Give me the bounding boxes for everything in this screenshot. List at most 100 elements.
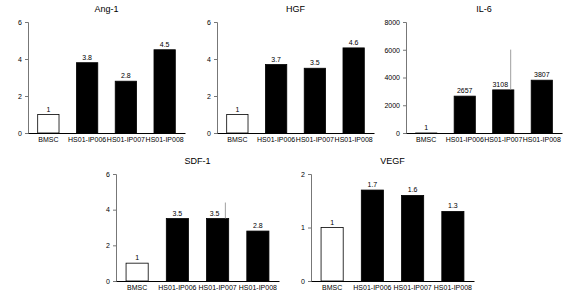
x-tick: BMSC: [416, 133, 436, 143]
y-tick-label: 0: [301, 278, 305, 285]
x-tick-label: BMSC: [416, 136, 436, 143]
y-tick-label: 4: [207, 56, 211, 63]
x-axis-line: [29, 133, 186, 134]
x-axis-line: [312, 281, 475, 282]
y-tick-mark: [214, 96, 217, 97]
y-axis: 02000400060008000: [384, 19, 406, 137]
x-axis: BMSC HS01-IP006HS01-IP007HS01-IP008: [407, 133, 563, 143]
chart-title: VEGF: [380, 156, 405, 166]
x-axis: BMSCHS01-IP006HS01-IP007HS01-IP008: [29, 133, 186, 143]
data-label: 2.8: [253, 222, 263, 229]
y-tick-label: 6000: [384, 46, 400, 53]
chart-title: IL-6: [476, 4, 492, 14]
data-labels: 13.73.54.6: [235, 39, 358, 113]
y-tick: 0: [18, 130, 28, 137]
x-tick-label: HS01-IP008: [434, 284, 472, 291]
x-tick: HS01-IP008: [523, 133, 561, 143]
x-tick: HS01-IP006: [68, 133, 106, 143]
figure: Ang-10246BMSCHS01-IP006HS01-IP007HS01-IP…: [0, 0, 566, 298]
y-tick-mark: [214, 59, 217, 60]
x-tick-label: HS01-IP008: [523, 136, 561, 143]
y-tick-label: 2000: [384, 102, 400, 109]
x-tick: BMSC: [322, 281, 342, 291]
y-tick: 4: [18, 56, 28, 63]
y-tick-mark: [308, 281, 311, 282]
bar: [416, 132, 437, 133]
bar: [361, 190, 383, 281]
data-label: 3.5: [210, 210, 220, 217]
x-tick: HS01-IP006: [353, 281, 391, 291]
x-tick: BMSC: [227, 133, 247, 143]
data-label: 2.8: [121, 72, 131, 79]
y-tick-label: 2: [106, 242, 110, 249]
x-tick-label: HS01-IP008: [335, 136, 373, 143]
y-tick-mark: [214, 22, 217, 23]
x-tick: HS01-IP008: [335, 133, 373, 143]
x-tick: HS01-IP007: [296, 133, 334, 143]
x-tick-label: HS01-IP007: [107, 136, 145, 143]
y-axis: 0 2 4 6: [207, 19, 217, 137]
y-tick-label: 6: [106, 171, 110, 178]
data-label: 3.5: [310, 59, 320, 66]
x-tick-label: HS01-IP007: [394, 284, 432, 291]
error-bar: [225, 203, 226, 219]
x-tick-label: HS01-IP007: [199, 284, 237, 291]
y-tick: 2: [106, 242, 116, 249]
y-tick-label: 4: [18, 56, 22, 63]
y-tick: 2000: [384, 102, 406, 109]
x-tick: HS01-IP007: [484, 133, 522, 143]
x-tick: BMSC: [38, 133, 58, 143]
y-tick-label: 6: [18, 19, 22, 26]
x-axis-line: [117, 281, 280, 282]
x-tick: BMSC: [127, 281, 147, 291]
y-tick-mark: [113, 281, 116, 282]
bar: [321, 228, 343, 282]
bar: [76, 63, 97, 133]
x-tick: HS01-IP006: [257, 133, 295, 143]
y-tick-mark: [25, 133, 28, 134]
y-tick-label: 0: [18, 130, 22, 137]
y-tick: 6000: [384, 46, 406, 53]
bar: [304, 68, 325, 133]
data-labels: 1265731083807: [424, 71, 549, 131]
y-tick-label: 4000: [384, 74, 400, 81]
y-tick-label: 1: [301, 224, 305, 231]
chart: HGF 0 2 4 6 BMSC HS01-IP006HS01-IP007HS01-IP00…: [207, 4, 374, 143]
y-tick: 4: [106, 206, 116, 213]
error-bar: [510, 50, 511, 90]
y-tick-mark: [25, 96, 28, 97]
x-tick: HS01-IP006: [158, 281, 196, 291]
chart-title: HGF: [286, 4, 306, 14]
y-axis-line: [403, 23, 407, 134]
bar: [247, 231, 269, 281]
y-tick-label: 2: [207, 93, 211, 100]
chart-title: Ang-1: [94, 4, 118, 14]
bar: [531, 80, 552, 133]
y-tick: 8000: [384, 19, 406, 26]
bar: [207, 219, 229, 281]
data-label: 3.8: [82, 54, 92, 61]
chart: Ang-10246BMSCHS01-IP006HS01-IP007HS01-IP…: [18, 4, 185, 143]
x-tick: HS01-IP007: [199, 281, 237, 291]
data-label: 3.7: [271, 56, 281, 63]
data-label: 1.3: [448, 202, 458, 209]
bar: [493, 90, 514, 133]
y-axis-line: [214, 23, 218, 134]
data-label: 2657: [457, 87, 473, 94]
y-tick: 1: [301, 224, 311, 231]
y-axis-line: [25, 23, 29, 134]
y-tick: 6: [207, 19, 217, 26]
x-tick-label: HS01-IP006: [446, 136, 484, 143]
y-tick: 4000: [384, 74, 406, 81]
y-axis: 0246: [18, 19, 28, 137]
plot-area: [416, 50, 553, 133]
y-tick: 0: [207, 130, 217, 137]
y-tick-label: 4: [106, 206, 110, 213]
y-tick: 2: [207, 93, 217, 100]
data-label: 1: [135, 254, 139, 261]
y-tick: 0: [106, 278, 116, 285]
data-label: 4.6: [349, 39, 359, 46]
x-axis: BMSCHS01-IP006HS01-IP007HS01-IP008: [117, 281, 280, 291]
data-label: 1.7: [368, 181, 378, 188]
data-labels: 11.71.61.3: [330, 181, 458, 225]
